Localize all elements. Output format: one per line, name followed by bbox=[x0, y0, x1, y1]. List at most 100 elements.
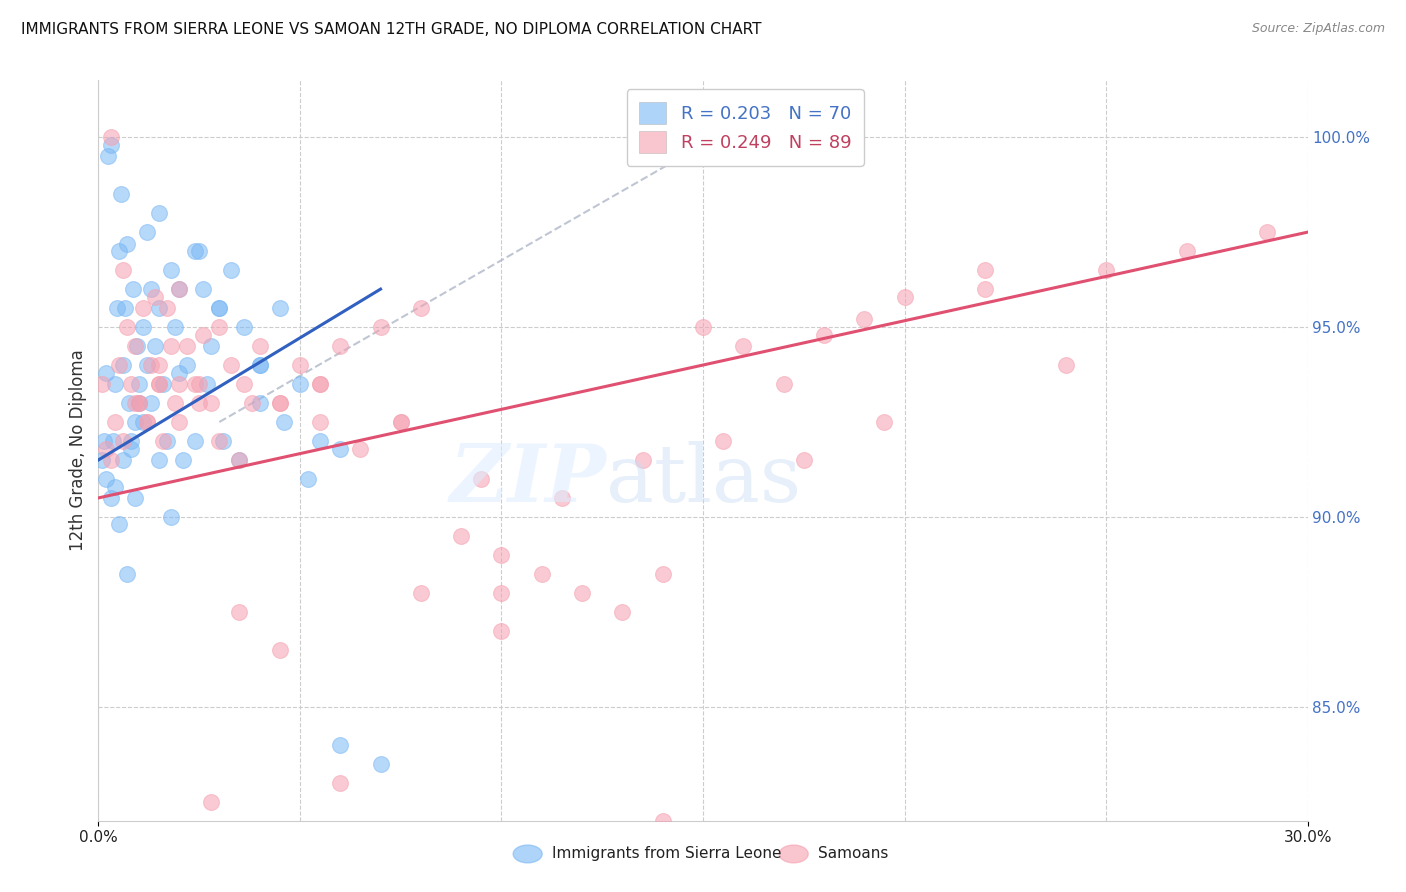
Point bbox=[101, 434, 124, 448]
Point bbox=[249, 358, 271, 372]
Point bbox=[813, 327, 835, 342]
Point bbox=[349, 442, 371, 456]
Point bbox=[772, 377, 794, 392]
Point bbox=[103, 415, 125, 429]
Legend: R = 0.203   N = 70, R = 0.249   N = 89: R = 0.203 N = 70, R = 0.249 N = 89 bbox=[627, 89, 865, 166]
Point bbox=[974, 263, 997, 277]
Point bbox=[228, 453, 250, 467]
Point bbox=[167, 366, 190, 380]
Point bbox=[329, 442, 352, 456]
Point bbox=[110, 187, 132, 202]
Point bbox=[208, 301, 231, 315]
Circle shape bbox=[513, 845, 543, 863]
Point bbox=[491, 548, 513, 562]
Point bbox=[1054, 358, 1077, 372]
Point bbox=[200, 339, 222, 353]
Point bbox=[631, 453, 654, 467]
Point bbox=[107, 358, 129, 372]
Y-axis label: 12th Grade, No Diploma: 12th Grade, No Diploma bbox=[69, 350, 87, 551]
Point bbox=[249, 396, 271, 410]
Point bbox=[124, 491, 146, 505]
Point bbox=[208, 434, 231, 448]
Point bbox=[612, 605, 634, 619]
Point bbox=[148, 301, 170, 315]
Point bbox=[221, 358, 243, 372]
Point bbox=[651, 566, 673, 581]
Point bbox=[120, 377, 142, 392]
Point bbox=[389, 415, 412, 429]
Point bbox=[269, 642, 291, 657]
Point bbox=[409, 301, 432, 315]
Point bbox=[232, 377, 254, 392]
Point bbox=[139, 282, 162, 296]
Point bbox=[309, 377, 332, 392]
Point bbox=[128, 396, 150, 410]
Point bbox=[167, 282, 190, 296]
Point bbox=[125, 339, 148, 353]
Point bbox=[269, 301, 291, 315]
Point bbox=[115, 236, 138, 251]
Point bbox=[288, 358, 311, 372]
Point bbox=[135, 225, 157, 239]
Point bbox=[156, 301, 179, 315]
Point bbox=[309, 434, 332, 448]
Point bbox=[329, 775, 352, 789]
Point bbox=[148, 453, 170, 467]
Point bbox=[733, 339, 755, 353]
Point bbox=[530, 566, 553, 581]
Text: Source: ZipAtlas.com: Source: ZipAtlas.com bbox=[1251, 22, 1385, 36]
Point bbox=[115, 566, 138, 581]
Point bbox=[1256, 225, 1278, 239]
Point bbox=[143, 290, 166, 304]
Point bbox=[148, 377, 170, 392]
Point bbox=[200, 396, 222, 410]
Point bbox=[100, 130, 122, 145]
Point bbox=[93, 434, 115, 448]
Point bbox=[370, 756, 392, 771]
Point bbox=[139, 358, 162, 372]
Point bbox=[111, 453, 134, 467]
Point bbox=[200, 795, 222, 809]
Point bbox=[1175, 244, 1198, 259]
Point bbox=[1095, 263, 1118, 277]
Point bbox=[103, 479, 125, 493]
Point bbox=[100, 453, 122, 467]
Point bbox=[118, 396, 141, 410]
Point bbox=[135, 415, 157, 429]
Point bbox=[176, 339, 198, 353]
Point bbox=[188, 244, 211, 259]
Point bbox=[309, 415, 332, 429]
Point bbox=[124, 339, 146, 353]
Text: Immigrants from Sierra Leone: Immigrants from Sierra Leone bbox=[551, 847, 782, 862]
Point bbox=[128, 396, 150, 410]
Point bbox=[184, 244, 207, 259]
Point bbox=[111, 263, 134, 277]
Point bbox=[163, 320, 186, 334]
Point bbox=[249, 339, 271, 353]
Point bbox=[128, 396, 150, 410]
Point bbox=[853, 312, 876, 326]
Point bbox=[156, 434, 179, 448]
Point bbox=[188, 377, 211, 392]
Point bbox=[288, 377, 311, 392]
Point bbox=[269, 396, 291, 410]
Point bbox=[193, 282, 215, 296]
Point bbox=[96, 442, 118, 456]
Point bbox=[132, 415, 155, 429]
Point bbox=[692, 320, 714, 334]
Point bbox=[195, 377, 218, 392]
Point bbox=[184, 434, 207, 448]
Circle shape bbox=[779, 845, 808, 863]
Point bbox=[135, 415, 157, 429]
Text: IMMIGRANTS FROM SIERRA LEONE VS SAMOAN 12TH GRADE, NO DIPLOMA CORRELATION CHART: IMMIGRANTS FROM SIERRA LEONE VS SAMOAN 1… bbox=[21, 22, 762, 37]
Point bbox=[121, 282, 143, 296]
Text: Samoans: Samoans bbox=[818, 847, 889, 862]
Point bbox=[176, 358, 198, 372]
Point bbox=[450, 529, 472, 543]
Point bbox=[470, 472, 492, 486]
Point bbox=[591, 889, 613, 892]
Point bbox=[193, 327, 215, 342]
Point bbox=[111, 434, 134, 448]
Point bbox=[91, 377, 114, 392]
Point bbox=[115, 320, 138, 334]
